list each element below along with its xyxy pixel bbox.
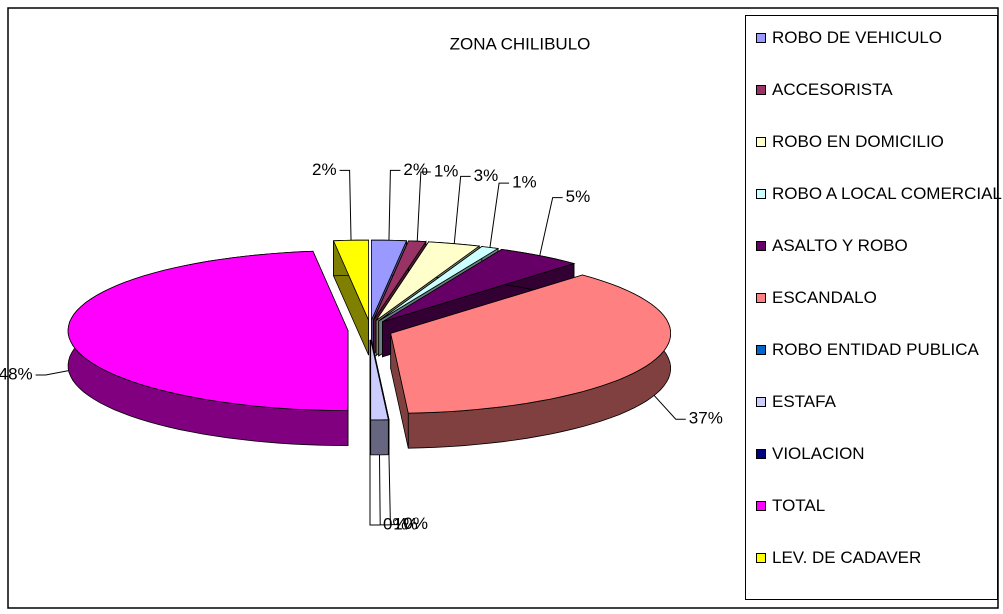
legend-label: LEV. DE CADAVER — [772, 548, 922, 567]
leader-line — [369, 454, 380, 526]
slice — [371, 339, 390, 420]
legend-swatch — [756, 293, 766, 303]
legend-swatch — [756, 345, 766, 355]
legend-label: ACCESORISTA — [772, 80, 893, 99]
slice-side — [370, 419, 389, 456]
data-label: 3% — [474, 166, 499, 185]
legend-label: TOTAL — [772, 496, 826, 515]
legend-swatch — [756, 33, 766, 43]
legend-swatch — [756, 553, 766, 563]
legend-item: ROBO DE VEHICULO — [756, 28, 1003, 48]
legend-swatch — [756, 189, 766, 199]
slice — [390, 274, 671, 414]
legend-swatch — [756, 397, 766, 407]
legend-item: VIOLACION — [756, 444, 1003, 464]
slice — [371, 239, 408, 321]
data-label: 0% — [383, 514, 408, 533]
legend-label: ESTAFA — [772, 392, 836, 411]
legend-item: ACCESORISTA — [756, 80, 1003, 100]
leader-line — [416, 171, 431, 242]
legend: ROBO DE VEHICULO ACCESORISTA ROBO EN DOMIC… — [745, 15, 1002, 600]
legend-item: ASALTO Y ROBO — [756, 236, 1003, 256]
chart-title: ZONA CHILIBULO — [450, 34, 591, 53]
legend-item: LEV. DE CADAVER — [756, 548, 1003, 568]
leader-line — [388, 169, 401, 241]
slice — [370, 339, 389, 421]
legend-item: TOTAL — [756, 496, 1003, 516]
slice — [332, 239, 369, 321]
data-label: 37% — [689, 409, 723, 428]
slice — [375, 241, 481, 321]
legend-item: ESTAFA — [756, 392, 1003, 412]
legend-swatch — [756, 137, 766, 147]
legend-item: ESCANDALO — [756, 288, 1003, 308]
slice — [67, 250, 349, 412]
data-label: 1% — [393, 514, 418, 533]
slice — [378, 246, 500, 322]
leader-line — [653, 395, 686, 420]
leader-line — [388, 454, 401, 526]
leader-line — [489, 182, 510, 248]
leader-line — [339, 169, 352, 241]
legend-label: ASALTO Y ROBO — [772, 236, 908, 255]
leader-line — [539, 197, 563, 256]
legend-swatch — [756, 501, 766, 511]
legend-label: ROBO EN DOMICILIO — [772, 132, 944, 151]
legend-label: VIOLACION — [772, 444, 865, 463]
leader-line — [453, 175, 471, 244]
data-label: 0% — [403, 514, 428, 533]
data-label: 48% — [0, 365, 33, 384]
leader-line — [35, 370, 69, 376]
legend-item: ROBO EN DOMICILIO — [756, 132, 1003, 152]
legend-item: ROBO A LOCAL COMERCIAL — [756, 184, 1003, 204]
data-label: 1% — [512, 173, 537, 192]
legend-swatch — [756, 449, 766, 459]
legend-item: ROBO ENTIDAD PUBLICA — [756, 340, 1003, 360]
data-label: 5% — [566, 187, 591, 206]
legend-swatch — [756, 241, 766, 251]
legend-label: ROBO DE VEHICULO — [772, 28, 943, 47]
leader-line — [378, 454, 391, 526]
legend-label: ROBO A LOCAL COMERCIAL — [772, 184, 1002, 203]
data-label: 1% — [434, 161, 459, 180]
legend-label: ROBO ENTIDAD PUBLICA — [772, 340, 979, 359]
legend-swatch — [756, 85, 766, 95]
slice — [382, 248, 576, 323]
data-label: 2% — [403, 160, 428, 179]
data-label: 2% — [312, 160, 337, 179]
legend-label: ESCANDALO — [772, 288, 877, 307]
